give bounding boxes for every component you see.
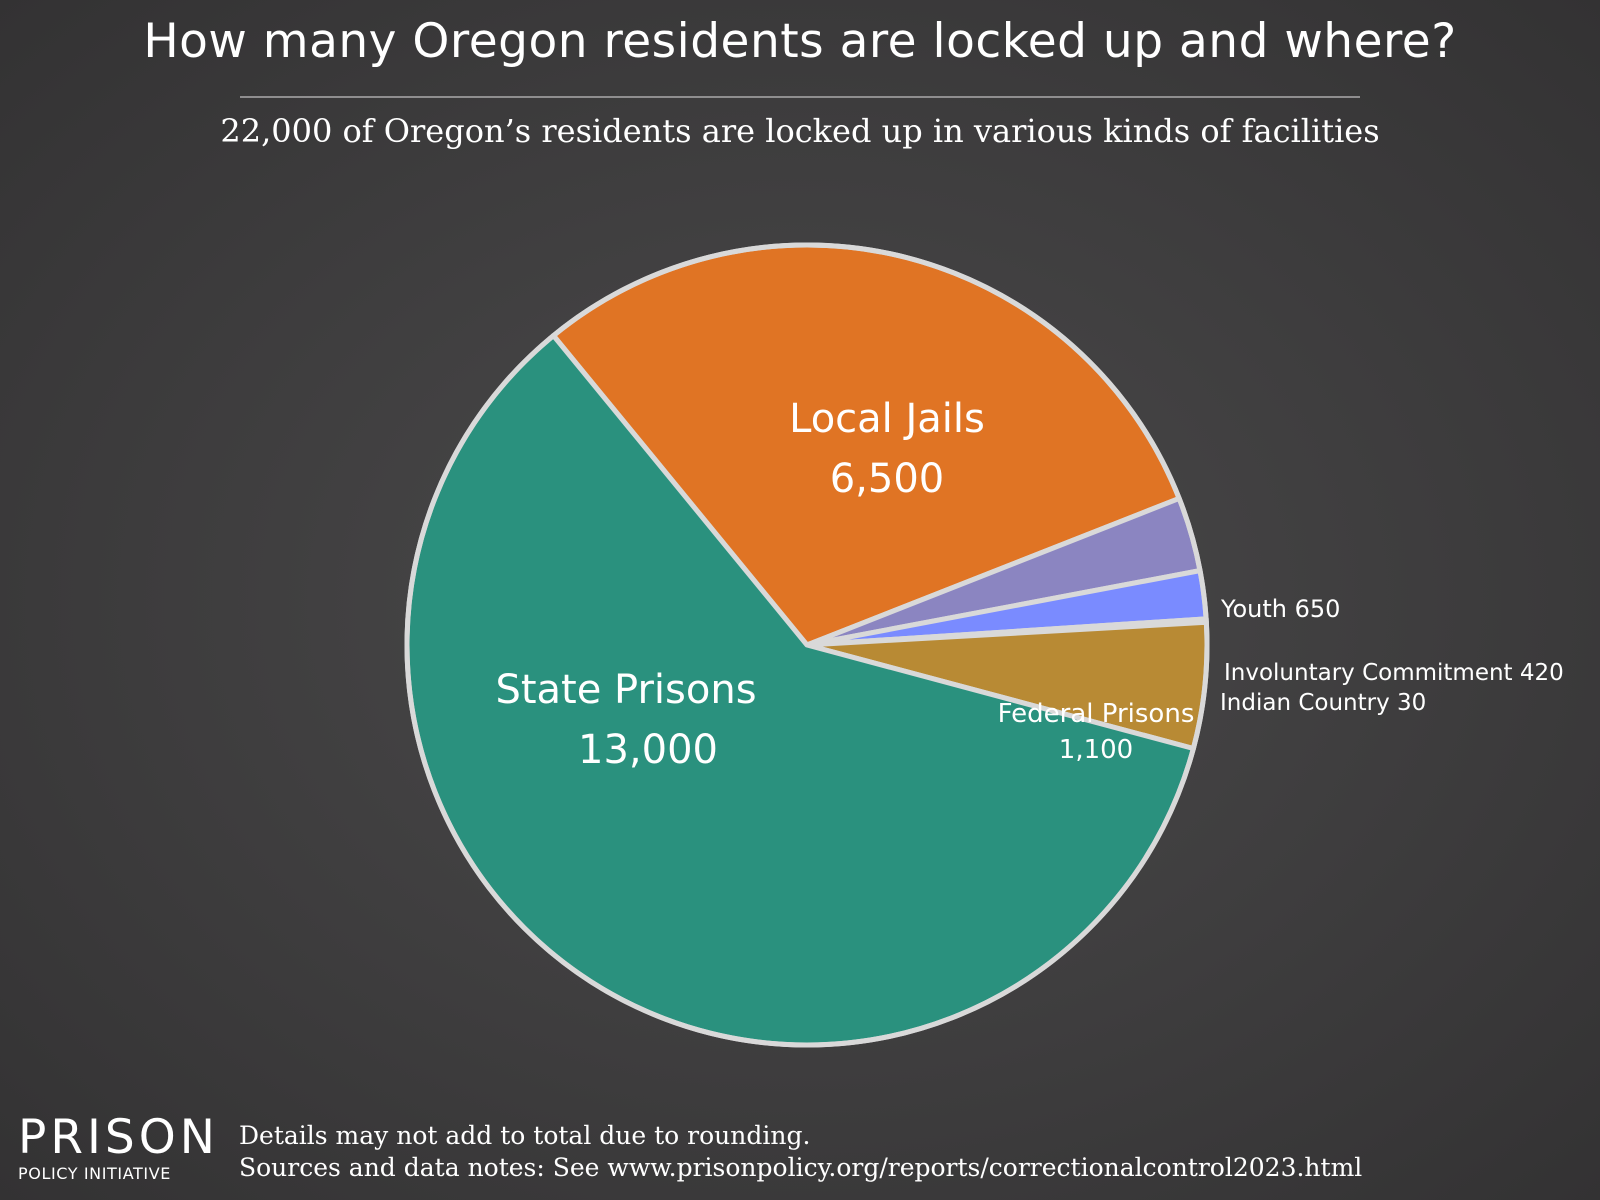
pie-chart: Local Jails 6,500 Youth 650 Involuntary Com… [404,242,1563,1048]
pie-slices [404,242,1210,1048]
label-local-jails-name: Local Jails [789,396,985,442]
sources-note: Sources and data notes: See www.prisonpo… [239,1153,1363,1182]
prison-policy-initiative-logo: PRISON POLICY INITIATIVE [18,1110,219,1183]
logo-wordmark-bottom: POLICY INITIATIVE [18,1164,171,1183]
rounding-note: Details may not add to total due to roun… [239,1121,811,1150]
title-divider [240,96,1360,98]
label-federal-prisons-value: 1,100 [1059,735,1133,765]
label-state-prisons-name: State Prisons [495,667,756,713]
footer-notes: Details may not add to total due to roun… [239,1120,1362,1184]
chart-subtitle: 22,000 of Oregon’s residents are locked … [220,112,1380,150]
logo-wordmark-top: PRISON [18,1110,219,1165]
slice-labels: Local Jails 6,500 Youth 650 Involuntary Com… [495,396,1563,773]
label-youth: Youth 650 [1220,595,1340,623]
chart-title: How many Oregon residents are locked up … [143,14,1457,69]
label-state-prisons-value: 13,000 [578,727,718,773]
label-federal-prisons-name: Federal Prisons [998,699,1195,729]
label-local-jails-value: 6,500 [830,456,945,502]
pie-outline [404,242,1210,1048]
label-involuntary-commitment: Involuntary Commitment 420 [1224,660,1564,686]
label-indian-country: Indian Country 30 [1220,690,1426,716]
